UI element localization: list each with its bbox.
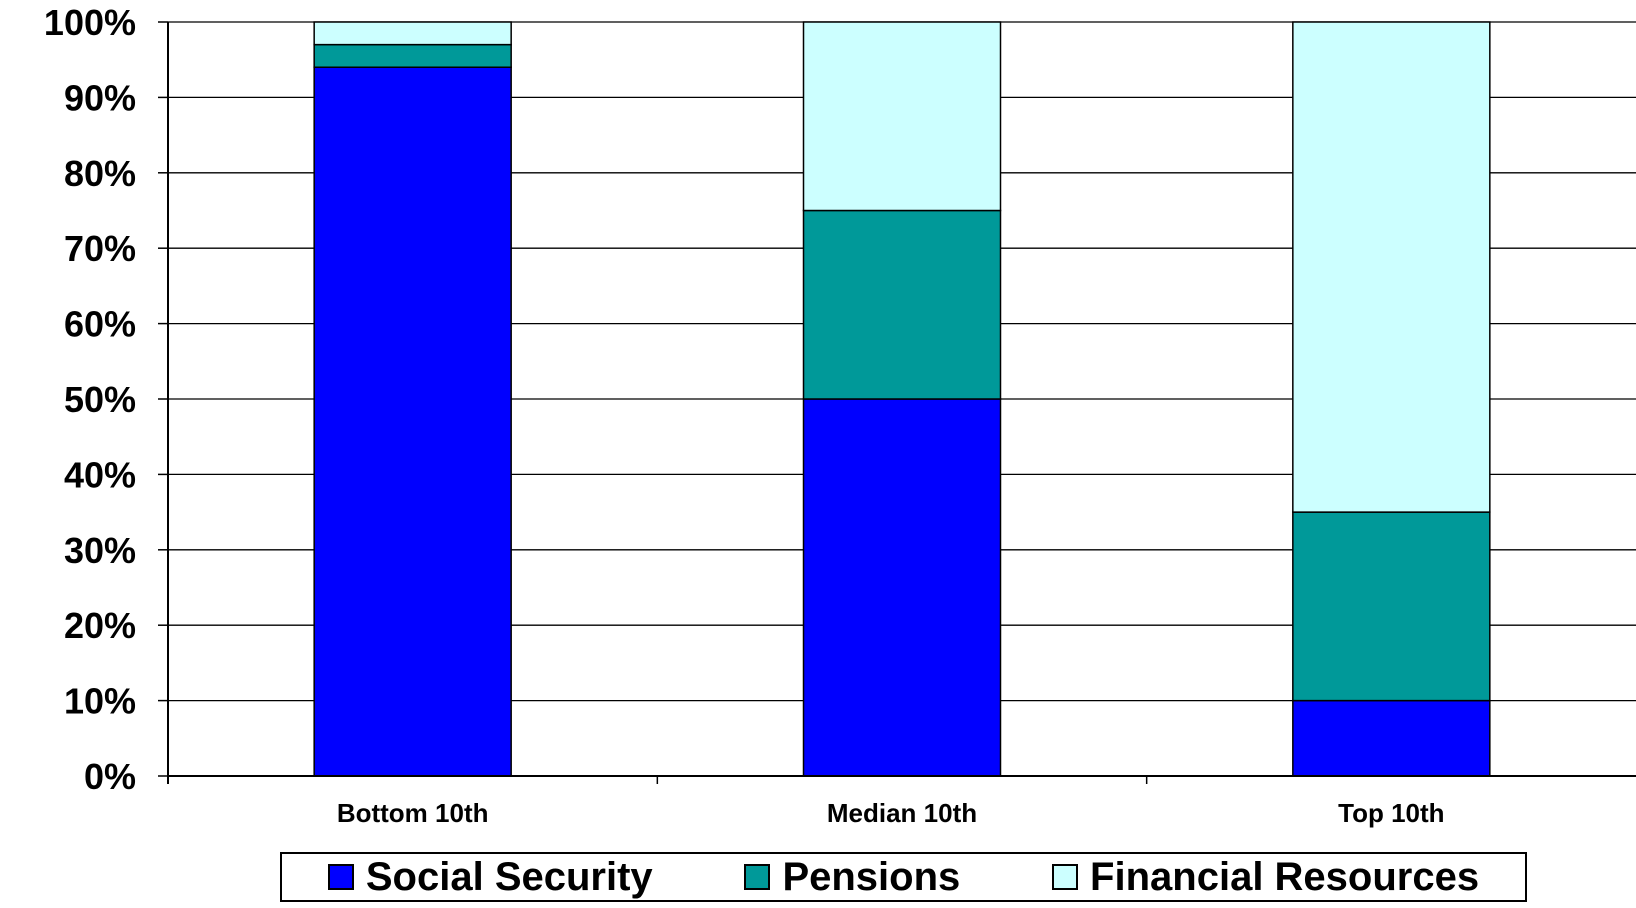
bar-top-10th-financial-resources bbox=[1292, 21, 1491, 513]
bar-bottom-10th-financial-resources bbox=[313, 21, 512, 46]
bar-bottom-10th-social-security bbox=[313, 66, 512, 777]
bar-median-10th-social-security bbox=[802, 398, 1002, 777]
legend-swatch-pensions bbox=[744, 864, 771, 890]
legend-item-pensions: Pensions bbox=[744, 855, 960, 900]
legend-swatch-financial-resources bbox=[1052, 864, 1079, 890]
bar-median-10th-financial-resources bbox=[802, 21, 1002, 212]
bars bbox=[313, 21, 1491, 777]
y-tick-label: 50% bbox=[64, 379, 136, 420]
x-tick-label: Top 10th bbox=[1338, 798, 1444, 828]
y-tick-label: 20% bbox=[64, 605, 136, 646]
legend-label-pensions: Pensions bbox=[782, 854, 961, 899]
y-tick-label: 40% bbox=[64, 454, 136, 495]
bar-top-10th-social-security bbox=[1292, 699, 1491, 777]
x-tick-label: Median 10th bbox=[827, 798, 977, 828]
bar-median-10th-pensions bbox=[802, 209, 1002, 400]
y-tick-label: 80% bbox=[64, 153, 136, 194]
legend-label-financial-resources: Financial Resources bbox=[1090, 854, 1480, 899]
legend-item-financial-resources: Financial Resources bbox=[1052, 855, 1479, 900]
y-tick-label: 10% bbox=[64, 681, 136, 722]
tick-labels: 0% 10% 20% 30% 40% 50% 60% 70% 80% 90% 100% Bottom … bbox=[44, 2, 1445, 828]
y-tick-label: 100% bbox=[44, 2, 136, 43]
axes bbox=[158, 21, 1636, 784]
y-tick-label: 90% bbox=[64, 77, 136, 118]
legend-item-social-security: Social Security bbox=[327, 854, 653, 900]
legend-swatch-social-security bbox=[327, 864, 354, 890]
bar-bottom-10th-pensions bbox=[313, 43, 512, 68]
y-tick-label: 60% bbox=[64, 304, 136, 345]
y-tick-label: 70% bbox=[64, 228, 136, 269]
chart-legend: Social Security Pensions Financial Resou… bbox=[280, 852, 1527, 902]
y-tick-label: 30% bbox=[64, 530, 136, 571]
legend-label-social-security: Social Security bbox=[365, 854, 653, 899]
bar-top-10th-pensions bbox=[1292, 511, 1491, 702]
y-tick-label: 0% bbox=[84, 756, 136, 797]
x-tick-label: Bottom 10th bbox=[337, 798, 489, 828]
